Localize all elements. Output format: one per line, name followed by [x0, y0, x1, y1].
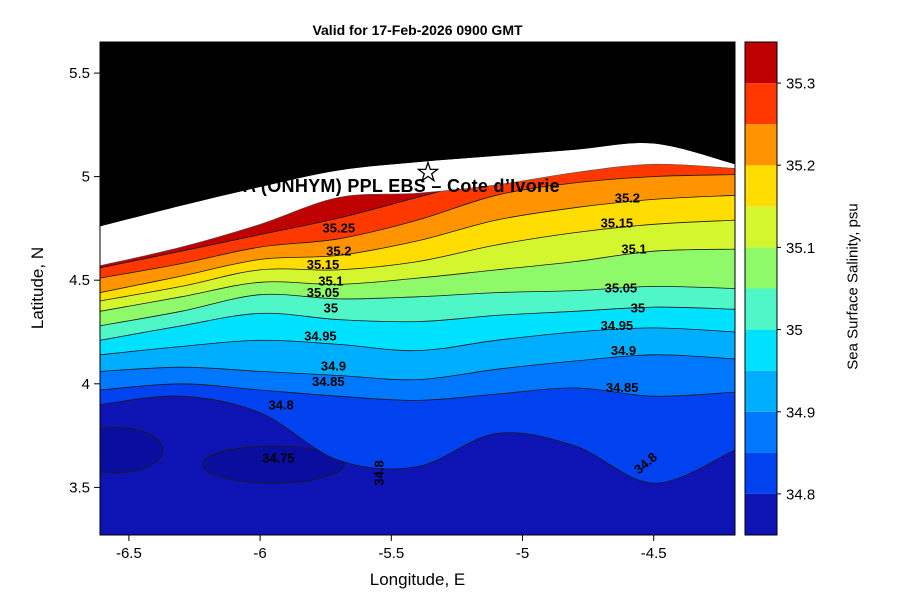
contour-label: 34.95 [304, 328, 337, 343]
colorbar-tick-label: 34.9 [786, 404, 815, 421]
colorbar-tick-label: 35.3 [786, 76, 815, 93]
contour-label: 34.85 [312, 374, 345, 389]
x-tick-label: -6 [253, 545, 266, 562]
contour-line [100, 354, 735, 381]
contour-loop [100, 426, 164, 474]
colorbar-tick-label: 35.2 [786, 158, 815, 175]
colorbar-band [745, 247, 777, 289]
y-tick-label: 4.5 [69, 272, 90, 289]
contour-label: 35 [631, 300, 645, 315]
contour-label: 35.2 [615, 191, 640, 206]
colorbar-label: Sea Surface Salinity, psu [844, 203, 862, 370]
contour-line [100, 306, 735, 341]
colorbar-band [745, 411, 777, 453]
colorbar-band [745, 288, 777, 330]
x-tick-label: -5 [516, 545, 529, 562]
contour-label: 35.05 [307, 285, 340, 300]
contour-label: 35.25 [323, 221, 356, 236]
contour-line [100, 174, 735, 279]
y-tick-label: 4 [82, 376, 90, 393]
contour-line [100, 194, 735, 293]
colorbar-band [745, 165, 777, 207]
contour-line [100, 395, 735, 484]
colorbar-band [745, 83, 777, 125]
y-tick-label: 3.5 [69, 479, 90, 496]
plot-area: 35.2535.235.1535.135.053534.9534.934.853… [100, 42, 735, 535]
star-marker [416, 160, 440, 183]
colorbar-frame [744, 41, 778, 536]
contour-label: 35 [324, 300, 338, 315]
colorbar-band [745, 493, 777, 535]
contour-label: 34.9 [611, 343, 636, 358]
plot-title: Valid for 17-Feb-2026 0900 GMT [312, 22, 523, 38]
colorbar-tick-label: 35 [786, 322, 803, 339]
contour-label: 34.85 [606, 380, 639, 395]
map-annotation: A (ONHYM) PPL EBS – Cote d’Ivorie [243, 176, 560, 196]
contour-label: 35.1 [318, 273, 343, 288]
colorbar-band [745, 329, 777, 371]
contour-line [100, 327, 735, 356]
contour-loop [202, 445, 345, 484]
x-axis-label: Longitude, E [369, 570, 466, 589]
contour-label: 35.05 [605, 281, 638, 296]
colorbar-tick-label: 35.1 [786, 240, 815, 257]
colorbar-band [745, 206, 777, 248]
y-tick-label: 5.5 [69, 65, 90, 82]
contour-label: 34.95 [601, 318, 634, 333]
colorbar-band [745, 124, 777, 166]
land-mask [100, 42, 735, 227]
contour-line [100, 219, 735, 302]
coastline [100, 163, 735, 266]
contour-label: 34.9 [321, 358, 346, 373]
x-tick-label: -4.5 [641, 545, 667, 562]
x-tick-label: -5.5 [378, 545, 404, 562]
contour-label: 35.2 [326, 243, 351, 258]
x-tick-label: -6.5 [116, 545, 142, 562]
contour-label: 34.8 [268, 398, 293, 413]
contour-label: 35.15 [307, 257, 340, 272]
contour-line [100, 285, 735, 327]
contour-label: 35.1 [621, 241, 646, 256]
contour-line [100, 248, 735, 312]
coast-gap [100, 142, 735, 266]
colorbar-band [745, 452, 777, 494]
axes-frame [99, 41, 736, 536]
colorbar-tick-label: 34.8 [786, 486, 815, 503]
colorbar-band [745, 42, 777, 84]
contour-line [100, 383, 735, 401]
y-axis-label: Latitude, N [28, 246, 47, 330]
y-tick-label: 5 [82, 169, 90, 186]
contour-label: 34.8 [371, 460, 386, 485]
contour-label: 35.15 [601, 215, 634, 230]
colorbar-band [745, 370, 777, 412]
contour-label: 34.75 [262, 451, 295, 466]
